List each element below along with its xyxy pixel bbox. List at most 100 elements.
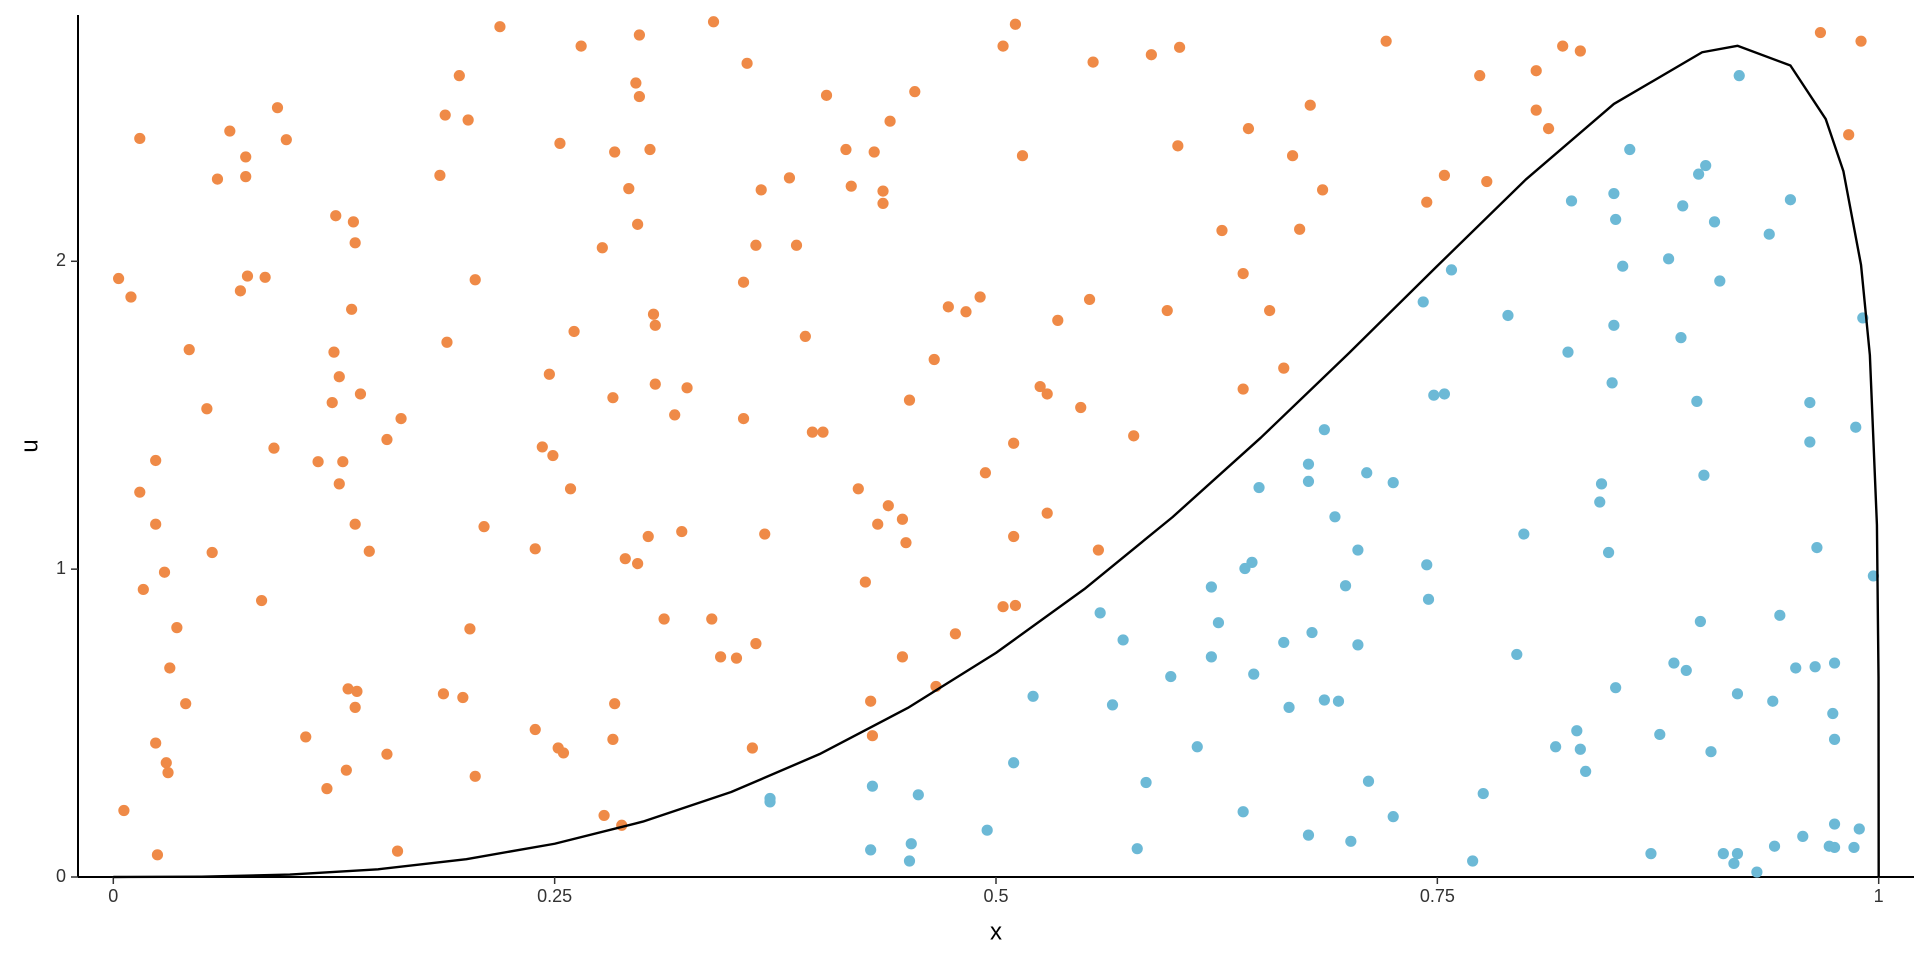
point	[1302, 829, 1315, 841]
point	[1530, 104, 1542, 116]
point	[1694, 615, 1706, 628]
point	[1853, 823, 1865, 835]
point	[349, 518, 361, 530]
point	[354, 388, 367, 400]
point	[1797, 830, 1809, 842]
curve	[113, 44, 1880, 879]
point	[337, 456, 349, 468]
point	[437, 688, 450, 700]
point	[1212, 617, 1225, 629]
point	[234, 285, 247, 297]
point	[1016, 150, 1029, 162]
point	[557, 747, 570, 759]
point	[162, 767, 174, 779]
point	[171, 622, 183, 634]
point	[1172, 140, 1184, 152]
point	[1790, 662, 1802, 674]
y-tick-label: 1	[56, 558, 66, 578]
point	[1843, 129, 1855, 141]
point	[1329, 511, 1341, 523]
point	[1387, 811, 1399, 823]
point	[1731, 688, 1744, 700]
point	[268, 442, 280, 454]
point	[1474, 70, 1486, 82]
point	[928, 353, 940, 366]
point	[1828, 818, 1841, 830]
point	[1594, 496, 1606, 508]
point	[1580, 765, 1592, 778]
point	[981, 824, 993, 836]
y-tick-label: 2	[56, 250, 66, 270]
point	[896, 651, 909, 663]
point	[1617, 260, 1629, 272]
point	[391, 845, 404, 857]
point	[750, 638, 762, 650]
point	[1094, 607, 1106, 619]
point	[1205, 651, 1217, 663]
point	[1767, 695, 1779, 707]
point	[649, 319, 661, 331]
point	[224, 125, 236, 137]
point	[609, 146, 621, 158]
point	[877, 185, 889, 197]
point	[642, 530, 654, 543]
point	[840, 143, 852, 156]
point	[912, 789, 924, 801]
point	[1041, 507, 1053, 519]
point	[1306, 626, 1318, 639]
point	[1248, 668, 1260, 680]
point	[478, 521, 490, 533]
point	[1205, 581, 1217, 593]
point	[1332, 695, 1345, 707]
point	[817, 426, 829, 438]
point	[1316, 184, 1329, 196]
point	[1092, 544, 1104, 556]
point	[706, 613, 718, 625]
point	[441, 336, 453, 348]
point	[312, 456, 324, 468]
point	[974, 291, 986, 303]
point	[598, 809, 610, 822]
point	[647, 308, 660, 320]
point	[1828, 733, 1841, 745]
x-tick-label: 0.25	[537, 886, 572, 906]
point	[1809, 661, 1821, 673]
point	[681, 382, 693, 394]
point	[1246, 556, 1258, 568]
point	[1131, 843, 1143, 855]
point	[1693, 168, 1705, 180]
point	[1165, 670, 1177, 683]
point	[1518, 528, 1530, 540]
point	[1318, 424, 1330, 436]
point	[866, 730, 879, 742]
point	[206, 546, 218, 559]
point	[632, 558, 644, 570]
point	[1714, 275, 1726, 287]
point	[799, 330, 811, 343]
point	[494, 21, 506, 33]
point	[865, 844, 877, 856]
point	[1848, 841, 1860, 854]
point	[1768, 840, 1781, 852]
point	[547, 449, 559, 462]
point	[730, 652, 743, 664]
point	[1550, 741, 1562, 753]
point	[746, 742, 758, 754]
point	[707, 16, 720, 28]
point	[1850, 421, 1862, 433]
point	[381, 433, 393, 446]
point	[469, 770, 481, 782]
point	[1034, 380, 1046, 393]
point	[669, 409, 681, 421]
point	[280, 134, 292, 146]
point	[741, 57, 753, 69]
point	[1708, 216, 1721, 228]
point	[118, 804, 130, 817]
x-tick-label: 0	[108, 886, 118, 906]
point	[1438, 169, 1451, 181]
point	[820, 89, 833, 101]
point	[872, 518, 884, 530]
point	[607, 392, 619, 404]
point	[439, 109, 451, 121]
